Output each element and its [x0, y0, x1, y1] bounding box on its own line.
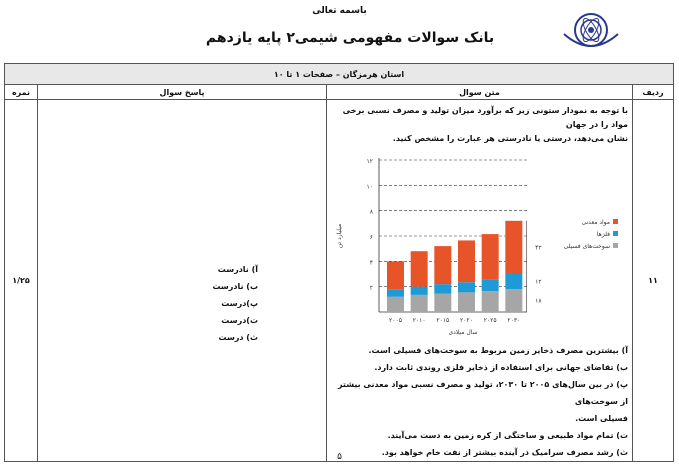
bracket-annotation: ۱۲ [535, 279, 541, 286]
bar-segment [434, 246, 452, 285]
bar-segment [458, 292, 475, 312]
bar-segment [410, 286, 428, 295]
y-axis-label: میلیارد تن [336, 224, 343, 248]
y-tick-label: ۶ [370, 234, 373, 241]
bar-segment [458, 282, 475, 293]
section-title-cell: استان هرمزگان – صفحات ۱ تا ۱۰ [3, 63, 675, 85]
bar-segment [505, 274, 523, 290]
x-tick-label: ۲۰۱۵ [436, 317, 449, 324]
answer-list: آ) نادرست ب) نادرست پ)درست ت)درست ث) درس… [212, 261, 258, 346]
bar-segment [505, 289, 523, 312]
bar-segment [505, 220, 523, 274]
bar-segment [387, 296, 404, 312]
y-tick-label: ۱۲ [367, 158, 373, 165]
col-header-question: متن سوال [326, 84, 633, 100]
bar-segment [410, 251, 428, 287]
x-tick-label: ۲۰۱۰ [413, 317, 426, 324]
section-title: استان هرمزگان – صفحات ۱ تا ۱۰ [273, 69, 405, 79]
statement-item: ث) رشد مصرف سرامیک در آینده بیشتر از نفت… [381, 448, 628, 457]
answer-item: ب) نادرست [212, 282, 258, 291]
question-line: نشان می‌دهد، درستی یا نادرستی هر عبارت ر… [392, 134, 628, 143]
legend-swatch [613, 243, 618, 248]
question-line: با توجه به نمودار ستونی زیر که برآورد می… [342, 106, 628, 129]
y-tick-label: ۲ [370, 285, 373, 292]
statement-item: پ) در بین سال‌های ۲۰۰۵ تا ۲۰۳۰، تولید و … [337, 380, 628, 406]
production-chart: ۲ ۴ ۶ ۸ ۱۰ ۱۲ میلیارد تن ۲۰۰۵ ۲۰۱۰ ۲۰۱۵ ۲۰۲۰ ۲۰۲۵ ۲۰… [336, 158, 618, 336]
bracket-annotation: ۱۸ [535, 298, 542, 305]
x-tick-label: ۲۰۲۰ [460, 317, 473, 324]
col-header-score: نمره [4, 84, 38, 100]
y-tick-label: ۸ [370, 209, 374, 216]
bar-segment [387, 261, 404, 290]
bismillah: باسمه تعالی [312, 6, 367, 16]
bar-segment [387, 289, 404, 297]
legend-swatch [613, 231, 618, 236]
x-tick-label: ۲۰۳۰ [507, 317, 520, 324]
y-tick-label: ۴ [370, 259, 373, 266]
statement-item: ت) تمام مواد طبیعی و ساختگی از کره زمین … [387, 431, 628, 440]
bar-segment [458, 240, 475, 283]
answer-item: ت)درست [221, 316, 258, 325]
statement-item: آ) بیشترین مصرف ذخایر زمین مربوط به سوخت… [368, 346, 628, 355]
radif-cell: ۱۱ [631, 99, 675, 462]
bar-segment [434, 293, 452, 312]
answer-item: ث) درست [218, 333, 258, 342]
col-header-answer: پاسخ سوال [37, 84, 327, 100]
legend-label: سوخت‌های فسیلی [564, 243, 610, 250]
score-value: ۱/۲۵ [12, 276, 30, 285]
page-number: ۵ [337, 452, 342, 462]
bar-segment [481, 279, 499, 292]
question-table: استان هرمزگان – صفحات ۱ تا ۱۰ نمره پاسخ … [3, 63, 675, 462]
bar-segment [481, 234, 499, 280]
x-tick-label: ۲۰۰۵ [389, 317, 402, 324]
legend-swatch [613, 219, 618, 224]
answer-item: آ) نادرست [217, 265, 258, 274]
page-title: بانک سوالات مفهومی شیمی۲ پایه یازدهم [205, 30, 495, 46]
radif-value: ۱۱ [648, 276, 658, 285]
statement-item: ب) تقاضای جهانی برای استفاده از ذخایر فل… [374, 363, 628, 372]
logo [556, 4, 626, 58]
answer-cell: آ) نادرست ب) نادرست پ)درست ت)درست ث) درس… [37, 99, 327, 462]
y-tick-label: ۱۰ [367, 183, 373, 190]
x-tick-label: ۲۰۲۵ [484, 317, 497, 324]
legend-label: فلزها [597, 231, 610, 238]
bar-segment [410, 294, 428, 312]
legend-label: مواد معدنی [582, 219, 611, 226]
bar-segment [434, 284, 452, 294]
question-cell: با توجه به نمودار ستونی زیر که برآورد می… [326, 99, 633, 462]
statement-item: فسیلی است. [575, 414, 628, 423]
answer-item: پ)درست [221, 299, 258, 308]
x-axis-label: سال میلادی [448, 329, 477, 336]
bar-segment [481, 291, 499, 312]
col-header-radif: ردیف [631, 84, 675, 100]
bracket-annotation: ۴۲ [535, 244, 541, 251]
score-cell: ۱/۲۵ [4, 99, 38, 462]
